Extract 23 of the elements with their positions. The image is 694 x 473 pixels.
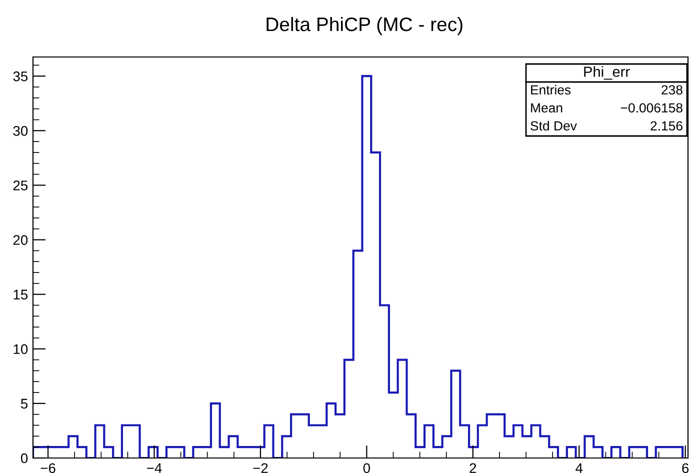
annotation: Mean — [531, 103, 562, 113]
annotation: Std Dev — [530, 120, 577, 131]
x-tick-label: −2 — [253, 463, 268, 473]
y-tick-label: 0 — [20, 453, 28, 464]
y-tick-label: 10 — [14, 344, 28, 354]
chart-title: Delta PhiCP (MC - rec) — [266, 16, 462, 36]
y-tick-label: 15 — [14, 290, 28, 300]
x-tick-label: 6 — [682, 463, 689, 473]
x-tick-label: −6 — [40, 463, 56, 473]
annotation: Entries — [531, 84, 571, 95]
annotation: 238 — [662, 85, 682, 95]
y-tick-label: 5 — [20, 398, 28, 409]
annotation: Phi_err — [584, 66, 630, 80]
x-tick-label: −4 — [147, 463, 162, 473]
x-tick-label: 0 — [363, 463, 370, 473]
y-tick-label: 35 — [13, 71, 28, 82]
annotation: 2.156 — [650, 121, 682, 131]
x-tick-label: 4 — [576, 463, 583, 473]
x-tick-label: 2 — [470, 463, 476, 473]
y-tick-label: 30 — [13, 126, 28, 136]
y-tick-label: 25 — [13, 180, 28, 190]
y-tick-label: 20 — [13, 235, 28, 245]
annotation: −0.006158 — [620, 103, 682, 113]
